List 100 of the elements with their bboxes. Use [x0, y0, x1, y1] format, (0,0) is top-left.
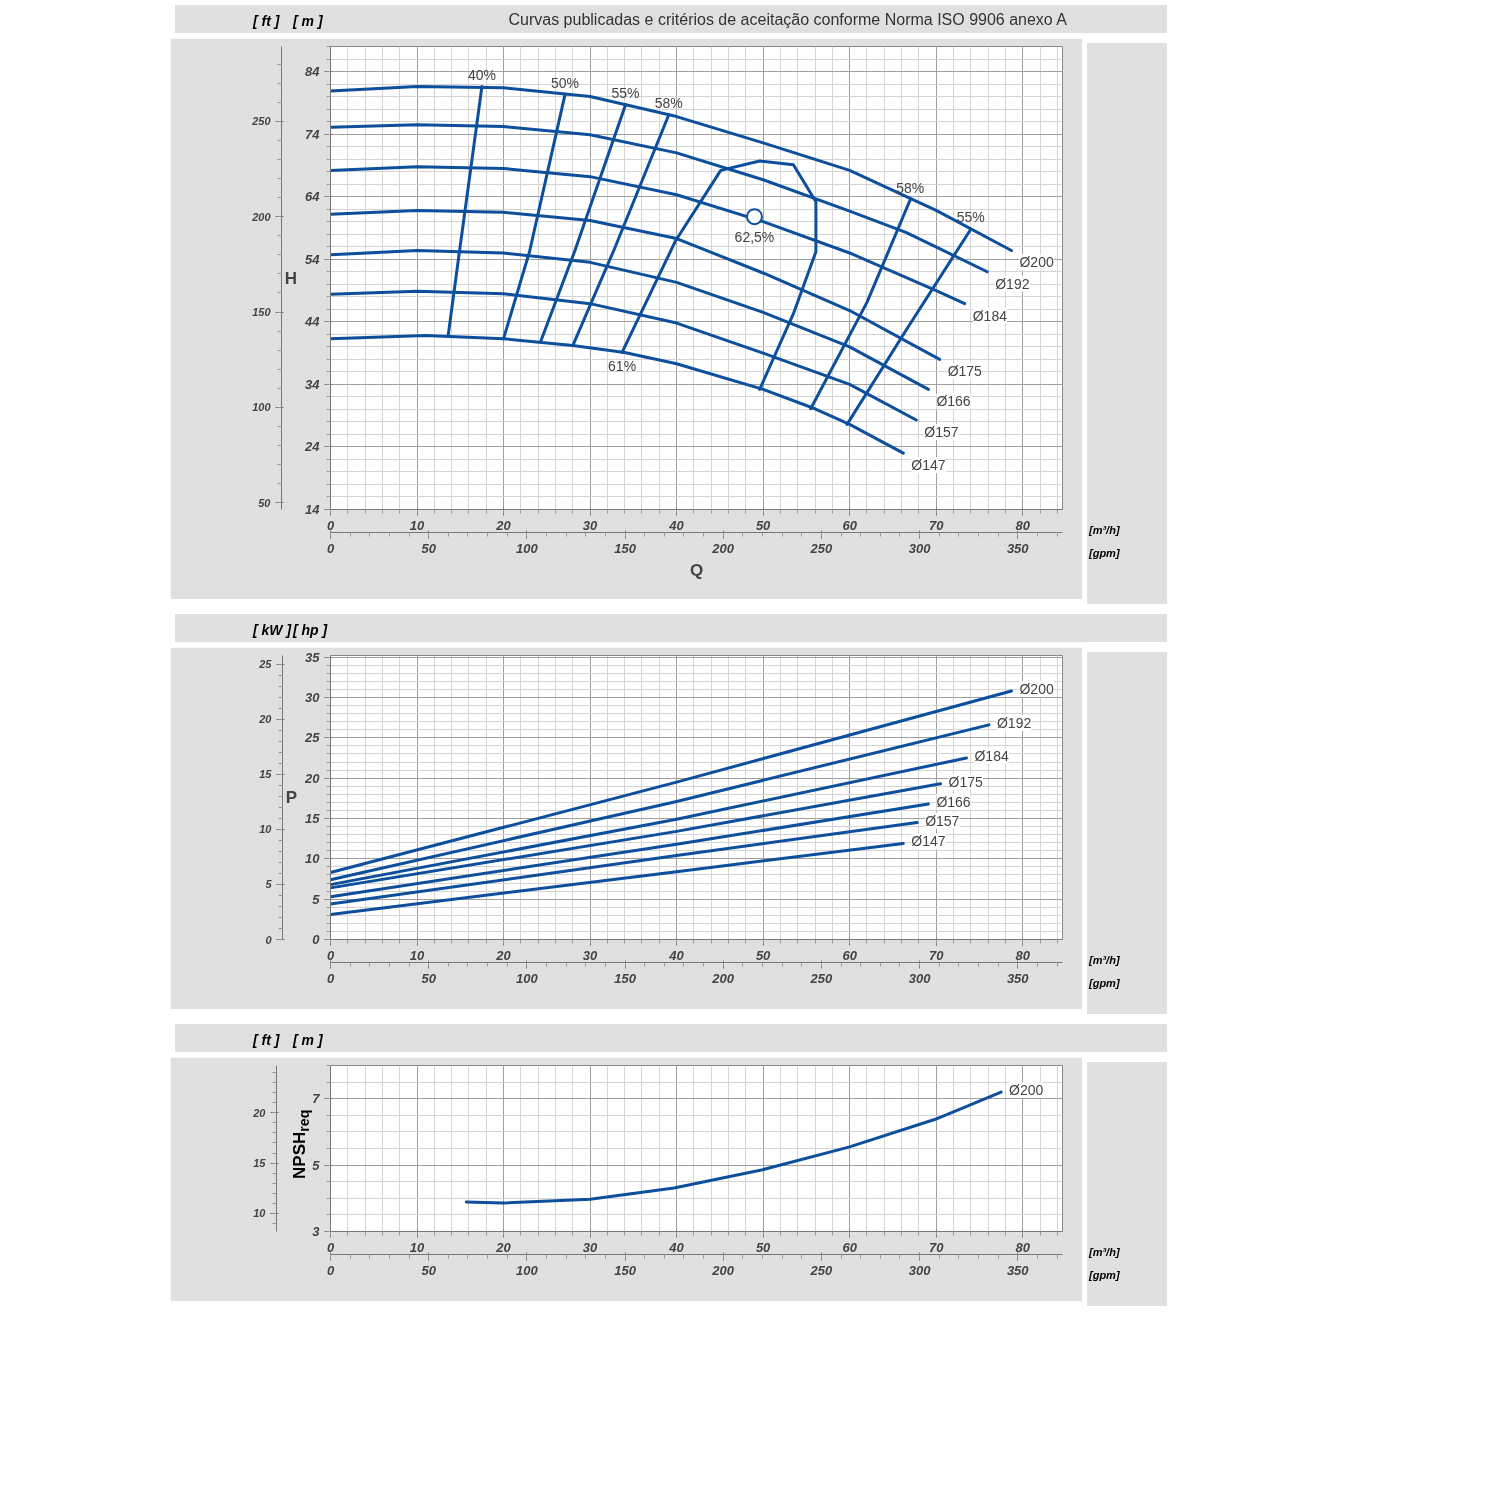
- y2-tick-label: 15: [253, 1157, 267, 1170]
- text: [m³/h]: [1089, 953, 1120, 968]
- x2-tick-label: 0: [326, 540, 335, 556]
- x2-axis-title: [gpm]: [1089, 546, 1120, 561]
- series-label: Ø200: [1009, 1082, 1044, 1099]
- y-tick-label: 74: [305, 126, 321, 142]
- x-tick-label: 20: [495, 947, 512, 963]
- series-label: Ø157: [925, 812, 960, 829]
- text: [m³/h]: [1089, 523, 1120, 538]
- x2-tick-label: 50: [421, 540, 437, 556]
- x2-tick-label: 350: [1006, 1262, 1030, 1278]
- x-tick-label: 30: [582, 947, 599, 963]
- y2-tick-label: 0: [265, 933, 273, 946]
- y-tick-label: 15: [305, 810, 321, 826]
- x-tick-label: 60: [842, 1239, 858, 1255]
- x-tick-label: 0: [326, 947, 335, 963]
- y2-tick-label: 150: [252, 306, 272, 319]
- x-tick-label: 80: [1015, 947, 1031, 963]
- series-label: Ø166: [936, 793, 971, 810]
- y-tick-label: 7: [312, 1091, 321, 1107]
- x2-tick-label: 150: [614, 970, 637, 986]
- y2-tick-label: 20: [258, 713, 273, 726]
- y-tick-label: 10: [305, 851, 321, 867]
- series-label: Ø166: [936, 393, 971, 410]
- x-tick-label: 40: [668, 517, 685, 533]
- text: [ m ]: [293, 1031, 323, 1050]
- x-tick-label: 40: [668, 947, 685, 963]
- x-tick-label: 60: [842, 517, 858, 533]
- x-tick-label: 70: [928, 517, 945, 533]
- x-tick-label: 70: [928, 947, 945, 963]
- series-label: Ø147: [911, 833, 946, 850]
- y-axis-title: H: [284, 268, 298, 288]
- y-tick-label: 0: [312, 932, 321, 947]
- x2-tick-label: 350: [1006, 540, 1030, 556]
- x2-tick-label: 300: [908, 970, 932, 986]
- x2-tick-label: 200: [711, 970, 735, 986]
- series-label: 61%: [608, 358, 637, 375]
- x-tick-label: 30: [582, 517, 599, 533]
- y2-tick-label: 5: [265, 878, 273, 891]
- y-axis-title: P: [285, 788, 298, 807]
- y2-axis-title: [ ft ]: [253, 1031, 280, 1050]
- y-tick-label: 54: [305, 251, 321, 267]
- x2-tick-label: 100: [516, 540, 539, 556]
- x2-tick-label: 200: [711, 1262, 735, 1278]
- y2-tick-label: 20: [252, 1106, 267, 1119]
- x2-tick-label: 0: [326, 1262, 335, 1278]
- y2-axis-title: [ ft ]: [253, 12, 280, 31]
- x2-tick-label: 200: [711, 540, 735, 556]
- x-tick-label: 20: [495, 1239, 512, 1255]
- y-tick-label: 5: [312, 1157, 321, 1173]
- y2-tick-label: 25: [258, 658, 273, 671]
- series-label: 50%: [550, 74, 579, 91]
- y-tick-label: 5: [312, 891, 321, 907]
- y2-tick-label: 10: [253, 1207, 267, 1220]
- y2-tick-label: 200: [251, 210, 272, 223]
- x2-tick-label: 150: [614, 540, 637, 556]
- x-axis-title: Q: [689, 560, 704, 580]
- y2-tick-label: 50: [258, 496, 272, 509]
- series-label: 62,5%: [734, 228, 775, 245]
- x2-tick-label: 150: [614, 1262, 637, 1278]
- series-label: 58%: [654, 94, 683, 111]
- y-tick-label: 35: [305, 649, 321, 665]
- x2-tick-label: 300: [908, 540, 932, 556]
- series-label: 58%: [896, 179, 925, 196]
- x2-axis-title: [gpm]: [1089, 1268, 1120, 1283]
- x-tick-label: 40: [668, 1239, 685, 1255]
- x-tick-label: 50: [755, 517, 772, 533]
- series-label: 55%: [956, 209, 985, 226]
- series-label: Ø192: [995, 275, 1030, 292]
- y-tick-label: 84: [305, 64, 321, 80]
- series-label: Ø175: [948, 773, 983, 790]
- x-tick-label: 80: [1015, 517, 1031, 533]
- x-tick-label: 50: [755, 947, 772, 963]
- y2-tick-label: 15: [259, 768, 273, 781]
- x-tick-label: 60: [842, 947, 858, 963]
- x2-tick-label: 350: [1006, 970, 1030, 986]
- series-label: Ø157: [924, 424, 959, 441]
- text: [m³/h]: [1089, 1245, 1120, 1260]
- series-label: Ø200: [1019, 681, 1054, 697]
- y-tick-label: 34: [305, 376, 321, 392]
- series-label: Ø184: [974, 747, 1009, 764]
- x2-tick-label: 50: [421, 1262, 437, 1278]
- x-tick-label: 0: [326, 1239, 335, 1255]
- series-label: Ø192: [996, 714, 1032, 731]
- x2-axis-title: [gpm]: [1089, 976, 1120, 991]
- x-tick-label: 10: [409, 517, 426, 533]
- y-tick-label: 30: [305, 689, 321, 705]
- series-label: Ø184: [972, 307, 1008, 324]
- x2-tick-label: 0: [326, 970, 335, 986]
- text: [ hp ]: [293, 621, 328, 640]
- x2-tick-label: 100: [516, 1262, 539, 1278]
- series-label: 40%: [467, 66, 496, 83]
- y2-tick-label: 250: [251, 115, 272, 128]
- series-label: Ø200: [1019, 254, 1054, 271]
- x-tick-label: 10: [409, 947, 426, 963]
- series-label: Ø147: [911, 457, 946, 474]
- x-tick-label: 20: [495, 517, 512, 533]
- x-tick-label: 80: [1015, 1239, 1031, 1255]
- x2-tick-label: 100: [516, 970, 539, 986]
- x2-tick-label: 50: [421, 970, 437, 986]
